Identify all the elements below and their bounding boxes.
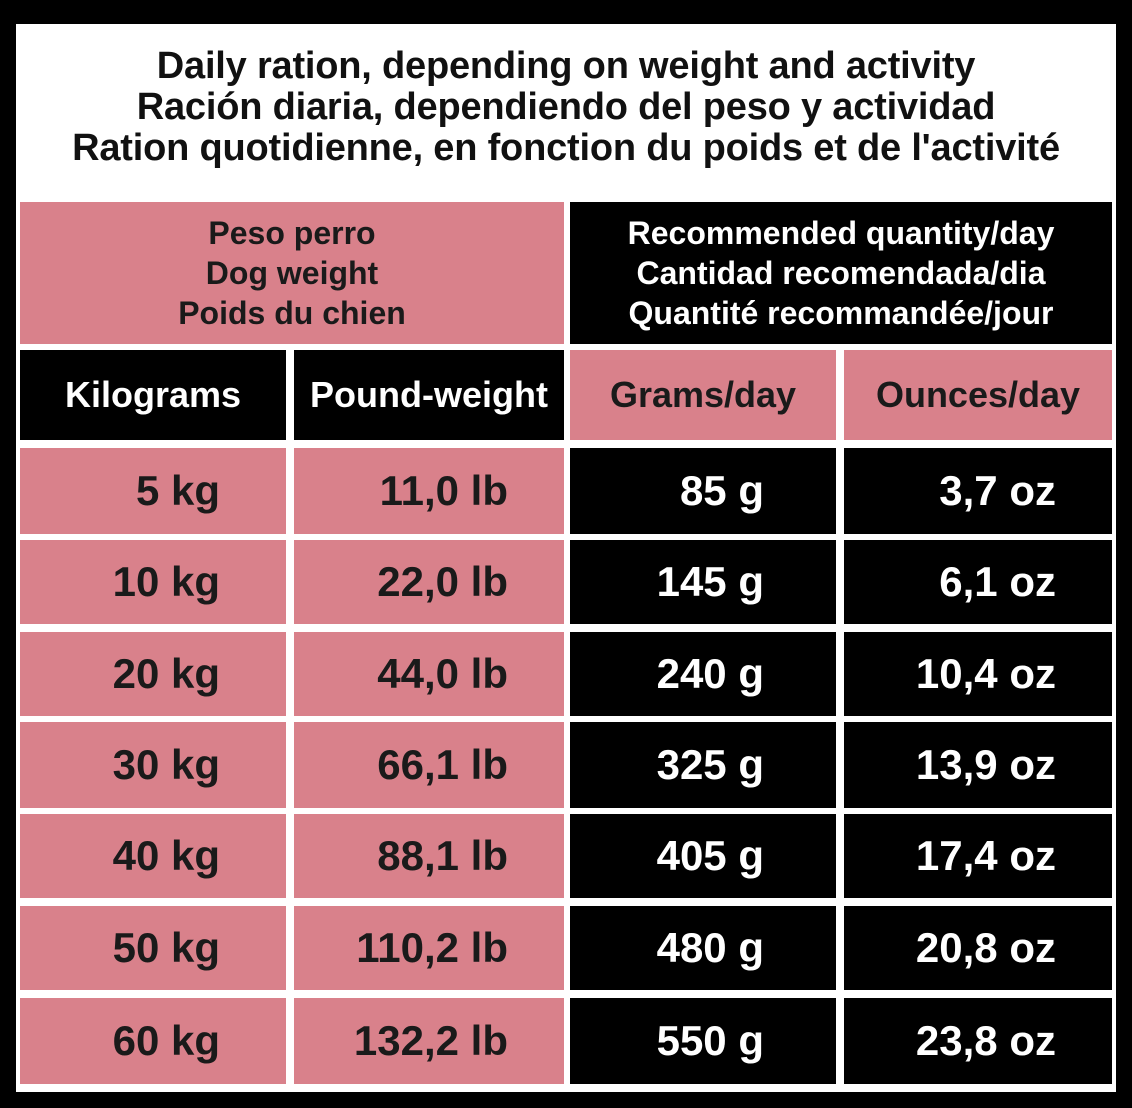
cell-pounds: 44,0 lb: [294, 632, 564, 716]
cell-pounds: 132,2 lb: [294, 998, 564, 1084]
cell-grams: 145 g: [570, 540, 836, 624]
cell-ounces: 23,8 oz: [844, 998, 1112, 1084]
cell-grams: 550 g: [570, 998, 836, 1084]
quantity-header-fr: Quantité recommandée/jour: [628, 295, 1054, 331]
quantity-header-en: Recommended quantity/day: [627, 215, 1055, 251]
cell-kilograms: 10 kg: [20, 540, 286, 624]
page-title: Daily ration, depending on weight and ac…: [16, 46, 1116, 169]
cell-ounces: 10,4 oz: [844, 632, 1112, 716]
cell-pounds: 66,1 lb: [294, 722, 564, 808]
cell-kilograms: 60 kg: [20, 998, 286, 1084]
cell-pounds: 110,2 lb: [294, 906, 564, 990]
cell-grams: 480 g: [570, 906, 836, 990]
weight-header-fr: Poids du chien: [178, 295, 406, 331]
cell-pounds: 88,1 lb: [294, 814, 564, 898]
cell-ounces: 3,7 oz: [844, 448, 1112, 534]
cell-pounds: 22,0 lb: [294, 540, 564, 624]
column-header-grams: Grams/day: [570, 350, 836, 440]
recommended-quantity-group-header: Recommended quantity/day Cantidad recome…: [570, 202, 1112, 344]
weight-header-es: Peso perro: [208, 215, 376, 251]
cell-kilograms: 40 kg: [20, 814, 286, 898]
quantity-header-es: Cantidad recomendada/dia: [636, 255, 1046, 291]
column-header-kilograms: Kilograms: [20, 350, 286, 440]
cell-ounces: 6,1 oz: [844, 540, 1112, 624]
cell-grams: 325 g: [570, 722, 836, 808]
title-english: Daily ration, depending on weight and ac…: [156, 45, 976, 87]
cell-kilograms: 5 kg: [20, 448, 286, 534]
cell-ounces: 17,4 oz: [844, 814, 1112, 898]
cell-grams: 405 g: [570, 814, 836, 898]
ration-sheet: Daily ration, depending on weight and ac…: [16, 24, 1116, 1092]
cell-pounds: 11,0 lb: [294, 448, 564, 534]
weight-header-en: Dog weight: [205, 255, 379, 291]
cell-kilograms: 30 kg: [20, 722, 286, 808]
cell-kilograms: 20 kg: [20, 632, 286, 716]
cell-kilograms: 50 kg: [20, 906, 286, 990]
cell-ounces: 20,8 oz: [844, 906, 1112, 990]
cell-ounces: 13,9 oz: [844, 722, 1112, 808]
cell-grams: 240 g: [570, 632, 836, 716]
column-header-ounces: Ounces/day: [844, 350, 1112, 440]
title-spanish: Ración diaria, dependiendo del peso y ac…: [136, 86, 996, 128]
dog-weight-group-header: Peso perro Dog weight Poids du chien: [20, 202, 564, 344]
column-header-pounds: Pound-weight: [294, 350, 564, 440]
title-french: Ration quotidienne, en fonction du poids…: [72, 127, 1060, 169]
cell-grams: 85 g: [570, 448, 836, 534]
